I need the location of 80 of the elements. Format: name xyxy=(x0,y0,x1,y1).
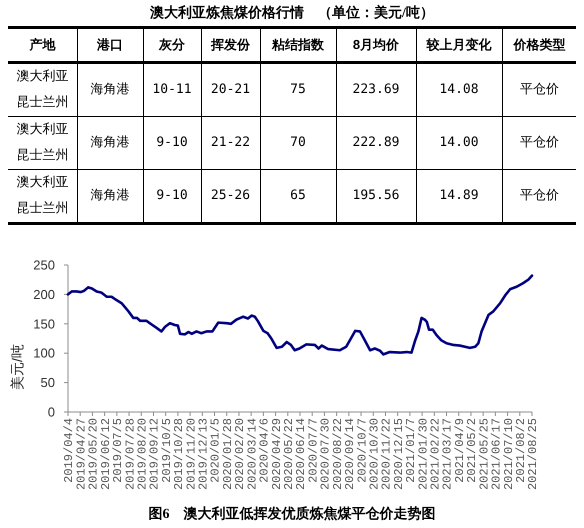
table-cell: 21-22 xyxy=(201,116,260,170)
table-cell: 澳大利亚昆士兰州 xyxy=(8,62,77,116)
x-tick-label: 2020/10/30 xyxy=(367,418,382,490)
x-tick-label: 2021/05/25 xyxy=(477,418,492,490)
x-tick-label: 2021/05/2 xyxy=(465,418,480,483)
x-tick-label: 2020/02/20 xyxy=(233,418,248,490)
table-cell: 222.89 xyxy=(336,116,416,170)
table-header: 产地 xyxy=(8,28,77,62)
x-tick-label: 2021/07/10 xyxy=(502,418,516,490)
table-header: 较上月变化 xyxy=(416,28,502,62)
table-cell: 9-10 xyxy=(143,170,201,224)
y-tick-label: 0 xyxy=(48,404,55,420)
table-cell: 海角港 xyxy=(77,62,143,116)
table-cell: 70 xyxy=(260,116,336,170)
table-cell: 14.08 xyxy=(416,62,502,116)
x-tick-label: 2020/08/22 xyxy=(330,418,345,490)
table-cell: 平仓价 xyxy=(502,170,576,224)
table-cell: 海角港 xyxy=(77,170,143,224)
table-header: 价格类型 xyxy=(502,28,576,62)
table-header: 港口 xyxy=(77,28,143,62)
table-header: 粘结指数 xyxy=(260,28,336,62)
x-tick-label: 2020/09/14 xyxy=(343,418,358,490)
y-tick-label: 50 xyxy=(40,375,55,390)
x-tick-label: 2020/04/6 xyxy=(258,418,272,483)
table-cell: 澳大利亚昆士兰州 xyxy=(8,170,77,224)
x-tick-label: 2021/08/25 xyxy=(526,418,540,490)
x-tick-label: 2019/04/4 xyxy=(62,418,76,483)
x-tick-label: 2021/03/17 xyxy=(440,418,455,490)
x-tick-label: 2021/06/17 xyxy=(490,418,504,490)
title: 图6 澳大利亚低挥发优质炼焦煤平仓价走势图 xyxy=(148,507,436,522)
x-tick-label: 2019/09/12 xyxy=(148,418,162,490)
table-cell: 9-10 xyxy=(143,116,201,170)
y-tick-label: 250 xyxy=(33,258,55,272)
x-tick-label: 2020/07/30 xyxy=(318,418,333,490)
x-tick-label: 2021/01/30 xyxy=(416,418,430,490)
table-cell: 223.69 xyxy=(336,62,416,116)
table-cell: 平仓价 xyxy=(502,62,576,116)
x-tick-label: 2020/10/7 xyxy=(355,418,370,483)
x-tick-label: 2020/07/7 xyxy=(306,418,320,483)
table-header: 灰分 xyxy=(143,28,201,62)
title: 澳大利亚炼焦煤价格行情 （单位：美元/吨） xyxy=(149,4,435,22)
table-cell: 25-26 xyxy=(201,170,260,224)
y-tick-label: 200 xyxy=(33,286,55,302)
table-cell: 海角港 xyxy=(77,116,143,170)
x-tick-label: 2019/04/27 xyxy=(74,418,88,490)
x-tick-label: 2021/01/7 xyxy=(404,418,418,483)
x-tick-label: 2019/07/5 xyxy=(111,418,126,483)
x-tick-label: 2020/04/29 xyxy=(270,418,284,490)
x-tick-label: 2021/04/9 xyxy=(452,418,467,483)
table-cell: 10-11 xyxy=(143,62,201,116)
y-tick-label: 100 xyxy=(33,346,55,361)
x-tick-label: 2019/06/12 xyxy=(98,418,113,490)
x-tick-label: 2021/02/22 xyxy=(428,418,443,490)
x-tick-label: 2019/10/5 xyxy=(160,418,174,483)
table-cell: 澳大利亚昆士兰州 xyxy=(8,116,77,170)
table-cell: 20-21 xyxy=(201,62,260,116)
x-tick-label: 2020/01/28 xyxy=(220,418,235,490)
x-tick-label: 2020/05/22 xyxy=(282,418,296,490)
table-cell: 195.56 xyxy=(336,170,416,224)
table-cell: 75 xyxy=(260,62,336,116)
table-cell: 平仓价 xyxy=(502,116,576,170)
y-axis-title: 美元/吨 xyxy=(9,344,25,390)
x-tick-label: 2020/12/15 xyxy=(392,418,406,490)
table-cell: 14.00 xyxy=(416,116,502,170)
table-cell: 65 xyxy=(260,170,336,224)
x-tick-label: 2019/12/13 xyxy=(196,418,211,490)
x-tick-label: 2019/08/20 xyxy=(135,418,150,490)
y-tick-label: 150 xyxy=(33,316,55,332)
x-tick-label: 2020/06/14 xyxy=(294,418,308,490)
table-header: 挥发份 xyxy=(201,28,260,62)
table-cell: 14.89 xyxy=(416,170,502,224)
x-tick-label: 2020/03/14 xyxy=(245,418,260,490)
x-tick-label: 2019/11/20 xyxy=(184,418,198,490)
x-tick-label: 2020/01/5 xyxy=(208,418,223,483)
x-tick-label: 2019/05/20 xyxy=(86,418,101,490)
table-header: 8月均价 xyxy=(336,28,416,62)
x-tick-label: 2021/08/2 xyxy=(514,418,528,483)
x-tick-label: 2020/11/22 xyxy=(380,418,394,490)
x-tick-label: 2019/10/28 xyxy=(172,418,186,490)
x-tick-label: 2019/07/28 xyxy=(123,418,138,490)
